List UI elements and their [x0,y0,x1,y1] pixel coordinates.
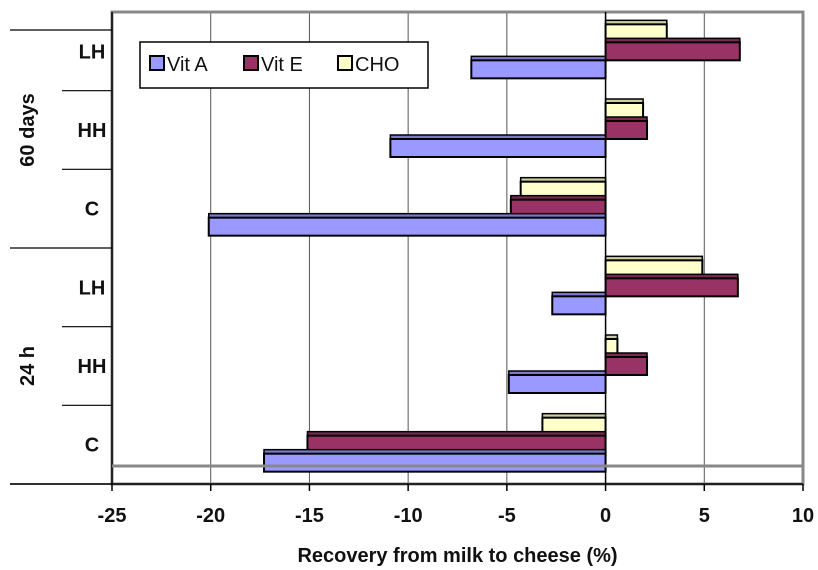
legend-label: Vit E [261,54,303,76]
x-tick-label: 5 [699,505,710,527]
legend-swatch [243,55,259,71]
x-tick-label: 0 [600,505,611,527]
x-tick-label: -20 [196,505,225,527]
category-label: HH [78,356,107,378]
category-label: LH [79,41,106,63]
category-label: C [85,435,99,457]
x-tick-label: -5 [498,505,516,527]
bar [470,59,607,80]
category-label: HH [78,120,107,142]
axes [10,12,804,491]
bar [207,216,607,237]
group-label: 24 h [17,346,39,386]
group-labels: 60 days 24 h [17,93,39,386]
category-labels: LH HH C LH HH C [78,41,107,456]
bar [604,120,649,140]
x-tick-label: 10 [792,505,814,527]
bar [604,356,649,376]
bar [604,277,739,298]
bar [604,41,741,62]
legend: Vit A Vit E CHO [139,41,429,89]
bar [389,138,607,158]
legend-label: Vit A [167,54,208,76]
x-tick-label: -10 [394,505,423,527]
group-label: 60 days [17,93,39,166]
category-label: C [85,199,99,221]
legend-label: CHO [355,54,399,76]
bar [263,452,607,473]
bar [507,374,607,394]
x-axis-label: Recovery from milk to cheese (%) [297,545,617,567]
legend-box [139,41,429,89]
x-tick-label: -15 [295,505,324,527]
x-tick-labels: -25 -20 -15 -10 -5 0 5 10 [98,505,815,527]
bar [551,295,607,316]
x-tick-label: -25 [98,505,127,527]
category-label: LH [79,277,106,299]
legend-swatch [149,55,165,71]
legend-swatch [337,55,353,71]
